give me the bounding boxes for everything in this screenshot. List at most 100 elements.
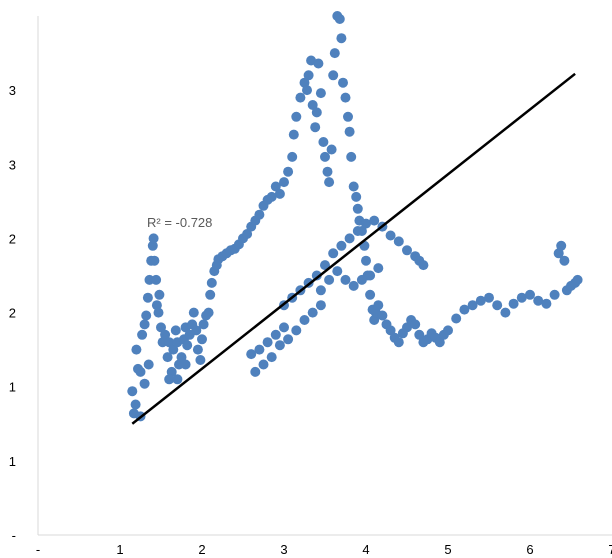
data-point bbox=[147, 240, 158, 251]
data-point bbox=[170, 325, 181, 336]
data-point bbox=[320, 151, 330, 162]
data-point bbox=[283, 334, 294, 345]
data-point bbox=[287, 151, 298, 162]
data-point bbox=[541, 298, 552, 309]
x-tick-label: 7 bbox=[608, 542, 612, 557]
data-point bbox=[369, 215, 380, 226]
data-point bbox=[266, 191, 277, 202]
data-point bbox=[291, 111, 302, 122]
data-point bbox=[295, 92, 306, 103]
data-point bbox=[351, 191, 362, 202]
data-point bbox=[250, 366, 261, 377]
data-point bbox=[418, 260, 429, 271]
data-point bbox=[492, 300, 503, 311]
data-point bbox=[467, 300, 478, 311]
data-point bbox=[168, 344, 179, 355]
data-point bbox=[142, 292, 153, 303]
data-point bbox=[338, 77, 348, 88]
data-point bbox=[336, 33, 347, 44]
y-tick-label: 1 bbox=[9, 454, 16, 469]
data-point bbox=[318, 137, 329, 147]
data-point bbox=[274, 340, 285, 351]
data-point bbox=[254, 344, 265, 355]
data-point bbox=[365, 289, 376, 300]
data-point bbox=[352, 226, 363, 236]
data-point bbox=[141, 310, 152, 321]
data-point bbox=[377, 310, 388, 321]
x-tick-label: 4 bbox=[362, 542, 369, 557]
data-point bbox=[443, 325, 453, 336]
data-point bbox=[137, 329, 148, 340]
data-point bbox=[195, 355, 206, 365]
data-point bbox=[313, 58, 324, 69]
data-point bbox=[336, 240, 347, 251]
data-point bbox=[279, 177, 289, 188]
data-point bbox=[320, 260, 330, 271]
data-point bbox=[262, 337, 273, 348]
data-point bbox=[373, 263, 384, 274]
data-point bbox=[402, 322, 412, 333]
data-point bbox=[516, 292, 527, 303]
data-point bbox=[556, 240, 567, 251]
data-point bbox=[154, 289, 165, 300]
data-point bbox=[191, 325, 202, 336]
x-tick-label: 1 bbox=[116, 542, 123, 557]
data-point bbox=[162, 352, 173, 363]
data-point bbox=[525, 289, 535, 300]
x-tick-label: 2 bbox=[198, 542, 205, 557]
data-point bbox=[361, 218, 371, 229]
data-point bbox=[332, 266, 343, 277]
data-point bbox=[385, 325, 396, 336]
data-point bbox=[326, 144, 337, 155]
x-tick-label: 5 bbox=[444, 542, 451, 557]
data-point bbox=[188, 307, 199, 318]
data-point bbox=[176, 352, 187, 363]
data-point bbox=[346, 151, 357, 162]
data-point bbox=[258, 359, 269, 370]
r-squared-annotation: R² = -0.728 bbox=[147, 215, 212, 230]
x-tick-label: 6 bbox=[526, 542, 533, 557]
data-point bbox=[344, 126, 355, 137]
data-point bbox=[365, 270, 376, 281]
data-point bbox=[156, 322, 166, 333]
data-point bbox=[348, 280, 359, 291]
data-point bbox=[139, 378, 150, 389]
data-point bbox=[205, 289, 216, 300]
data-point bbox=[402, 245, 412, 256]
data-points bbox=[127, 11, 583, 422]
data-point bbox=[410, 319, 421, 330]
data-point bbox=[484, 292, 494, 303]
data-point bbox=[348, 181, 359, 192]
x-tick-labels: - 1 2 3 4 5 6 7 bbox=[36, 542, 612, 557]
data-point bbox=[135, 366, 146, 377]
data-point bbox=[288, 129, 299, 140]
data-point bbox=[459, 304, 470, 315]
data-point bbox=[324, 274, 335, 285]
data-point bbox=[500, 307, 511, 318]
data-point bbox=[508, 298, 519, 309]
data-point bbox=[148, 233, 159, 244]
data-point bbox=[270, 329, 281, 340]
trendline bbox=[131, 72, 576, 425]
data-point bbox=[451, 313, 462, 324]
x-tick-label: 3 bbox=[280, 542, 287, 557]
data-point bbox=[315, 88, 326, 99]
data-point bbox=[131, 344, 142, 355]
data-point bbox=[322, 166, 333, 177]
data-point bbox=[340, 92, 351, 103]
y-tick-label: 3 bbox=[9, 157, 16, 172]
data-point bbox=[311, 107, 322, 118]
data-point bbox=[307, 307, 318, 318]
data-point bbox=[172, 374, 183, 385]
data-point bbox=[343, 111, 353, 122]
data-point bbox=[356, 274, 367, 285]
data-point bbox=[160, 329, 171, 340]
data-point bbox=[127, 386, 138, 397]
data-point bbox=[373, 300, 384, 311]
y-tick-label: 1 bbox=[9, 380, 16, 395]
data-point bbox=[315, 300, 326, 311]
data-point bbox=[549, 289, 560, 300]
data-point bbox=[328, 248, 339, 259]
data-point bbox=[279, 322, 289, 333]
